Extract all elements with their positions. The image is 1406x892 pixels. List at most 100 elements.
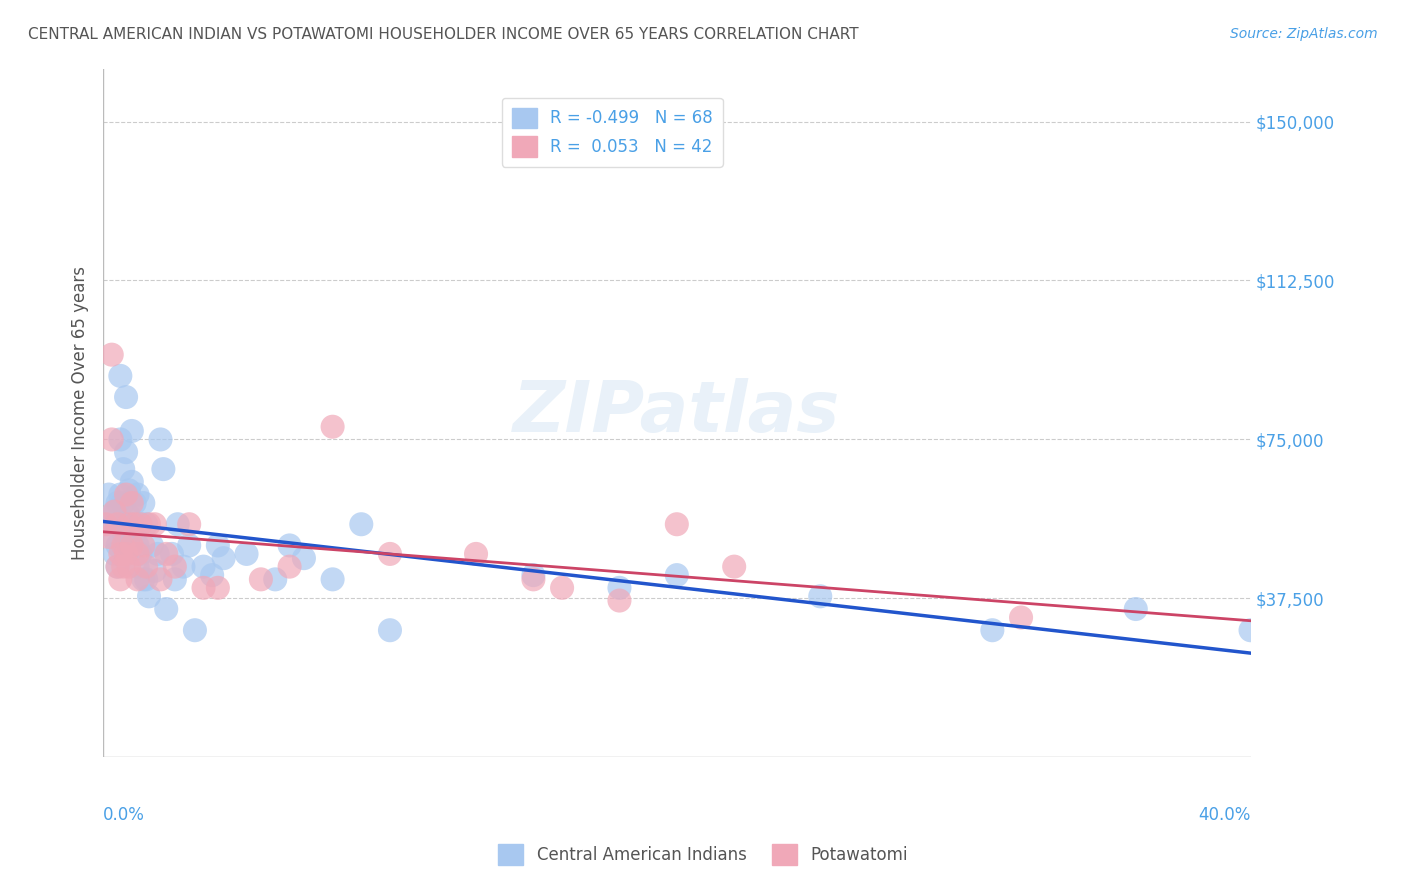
- Central American Indians: [124, 496, 146, 510]
- Central American Indians: [378, 624, 401, 638]
- Central American Indians: [522, 568, 544, 582]
- Potawatomi: [129, 517, 152, 532]
- Potawatomi: [278, 559, 301, 574]
- Potawatomi: [149, 572, 172, 586]
- Potawatomi: [121, 538, 143, 552]
- Potawatomi: [207, 581, 229, 595]
- Central American Indians: [1125, 602, 1147, 616]
- Central American Indians: [132, 496, 155, 510]
- Potawatomi: [665, 517, 688, 532]
- Central American Indians: [278, 538, 301, 552]
- Central American Indians: [104, 504, 127, 518]
- Central American Indians: [135, 517, 157, 532]
- Potawatomi: [110, 572, 132, 586]
- Potawatomi: [94, 517, 117, 532]
- Central American Indians: [127, 559, 149, 574]
- Central American Indians: [179, 538, 201, 552]
- Central American Indians: [115, 517, 138, 532]
- Central American Indians: [118, 508, 141, 523]
- Central American Indians: [322, 572, 344, 586]
- Potawatomi: [107, 559, 129, 574]
- Potawatomi: [124, 517, 146, 532]
- Central American Indians: [207, 538, 229, 552]
- Potawatomi: [138, 517, 160, 532]
- Central American Indians: [235, 547, 257, 561]
- Central American Indians: [138, 590, 160, 604]
- Legend: R = -0.499   N = 68, R =  0.053   N = 42: R = -0.499 N = 68, R = 0.053 N = 42: [502, 97, 723, 167]
- Central American Indians: [135, 572, 157, 586]
- Potawatomi: [250, 572, 273, 586]
- Potawatomi: [104, 504, 127, 518]
- Central American Indians: [127, 538, 149, 552]
- Central American Indians: [160, 547, 183, 561]
- Potawatomi: [112, 559, 135, 574]
- Central American Indians: [141, 538, 163, 552]
- Central American Indians: [609, 581, 631, 595]
- Central American Indians: [107, 538, 129, 552]
- Central American Indians: [201, 568, 224, 582]
- Text: Source: ZipAtlas.com: Source: ZipAtlas.com: [1230, 27, 1378, 41]
- Central American Indians: [172, 559, 194, 574]
- Potawatomi: [127, 547, 149, 561]
- Central American Indians: [146, 547, 169, 561]
- Potawatomi: [179, 517, 201, 532]
- Potawatomi: [100, 433, 122, 447]
- Central American Indians: [107, 496, 129, 510]
- Central American Indians: [264, 572, 287, 586]
- Central American Indians: [193, 559, 215, 574]
- Potawatomi: [132, 538, 155, 552]
- Central American Indians: [100, 508, 122, 523]
- Text: CENTRAL AMERICAN INDIAN VS POTAWATOMI HOUSEHOLDER INCOME OVER 65 YEARS CORRELATI: CENTRAL AMERICAN INDIAN VS POTAWATOMI HO…: [28, 27, 859, 42]
- Central American Indians: [94, 517, 117, 532]
- Y-axis label: Householder Income Over 65 years: Householder Income Over 65 years: [72, 266, 89, 560]
- Potawatomi: [378, 547, 401, 561]
- Potawatomi: [522, 572, 544, 586]
- Potawatomi: [163, 559, 186, 574]
- Potawatomi: [97, 530, 120, 544]
- Central American Indians: [107, 517, 129, 532]
- Central American Indians: [129, 547, 152, 561]
- Central American Indians: [149, 433, 172, 447]
- Central American Indians: [665, 568, 688, 582]
- Central American Indians: [104, 547, 127, 561]
- Central American Indians: [124, 517, 146, 532]
- Central American Indians: [1239, 624, 1261, 638]
- Central American Indians: [163, 572, 186, 586]
- Central American Indians: [127, 487, 149, 501]
- Potawatomi: [115, 487, 138, 501]
- Central American Indians: [292, 551, 315, 566]
- Central American Indians: [155, 602, 177, 616]
- Potawatomi: [118, 517, 141, 532]
- Central American Indians: [152, 462, 174, 476]
- Potawatomi: [1010, 610, 1032, 624]
- Central American Indians: [184, 624, 207, 638]
- Potawatomi: [135, 559, 157, 574]
- Potawatomi: [112, 538, 135, 552]
- Central American Indians: [115, 445, 138, 459]
- Central American Indians: [981, 624, 1004, 638]
- Central American Indians: [121, 424, 143, 438]
- Central American Indians: [110, 433, 132, 447]
- Central American Indians: [132, 572, 155, 586]
- Potawatomi: [121, 496, 143, 510]
- Central American Indians: [107, 559, 129, 574]
- Central American Indians: [212, 551, 235, 566]
- Legend: Central American Indians, Potawatomi: Central American Indians, Potawatomi: [488, 834, 918, 875]
- Central American Indians: [112, 462, 135, 476]
- Central American Indians: [110, 487, 132, 501]
- Central American Indians: [118, 483, 141, 498]
- Central American Indians: [97, 487, 120, 501]
- Potawatomi: [118, 559, 141, 574]
- Potawatomi: [143, 517, 166, 532]
- Potawatomi: [127, 572, 149, 586]
- Potawatomi: [723, 559, 745, 574]
- Central American Indians: [100, 530, 122, 544]
- Potawatomi: [115, 547, 138, 561]
- Text: ZIPatlas: ZIPatlas: [513, 378, 841, 448]
- Central American Indians: [121, 475, 143, 489]
- Potawatomi: [107, 517, 129, 532]
- Potawatomi: [609, 593, 631, 607]
- Central American Indians: [808, 590, 831, 604]
- Potawatomi: [110, 547, 132, 561]
- Central American Indians: [115, 390, 138, 404]
